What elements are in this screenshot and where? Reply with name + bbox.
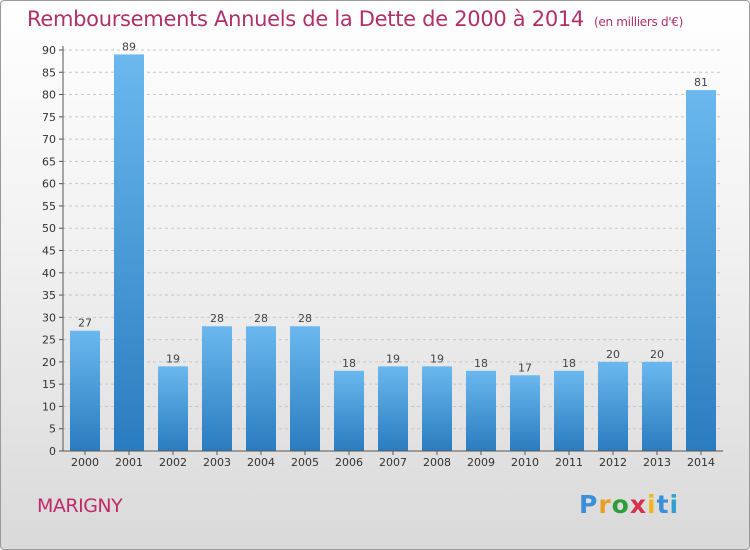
bar-2011 <box>554 370 584 451</box>
bar-2002 <box>158 366 188 451</box>
x-tick-label: 2012 <box>599 456 627 469</box>
y-tick-label: 90 <box>42 44 56 57</box>
bar-2000 <box>70 330 100 451</box>
x-tick-label: 2006 <box>335 456 363 469</box>
bars <box>70 54 716 451</box>
value-label: 19 <box>430 352 444 365</box>
town-name: MARIGNY <box>37 495 123 517</box>
x-tick-label: 2011 <box>555 456 583 469</box>
y-tick-label: 60 <box>42 178 56 191</box>
y-tick-label: 85 <box>42 66 56 79</box>
x-tick-label: 2010 <box>511 456 539 469</box>
title-text: Remboursements Annuels de la Dette de 20… <box>27 7 584 31</box>
value-label: 18 <box>474 357 488 370</box>
unit-label: (en milliers d'€) <box>594 15 684 29</box>
y-tick-label: 55 <box>42 200 56 213</box>
bar-2012 <box>598 361 628 451</box>
axes <box>59 46 723 455</box>
value-label: 89 <box>122 40 136 53</box>
logo-letter: r <box>598 490 612 519</box>
logo-letter: o <box>611 490 630 519</box>
bar-2010 <box>510 375 540 451</box>
bar-2003 <box>202 326 232 451</box>
y-tick-label: 40 <box>42 267 56 280</box>
logo-letter: i <box>669 490 680 519</box>
y-tick-label: 25 <box>42 334 56 347</box>
chart-title: Remboursements Annuels de la Dette de 20… <box>27 7 683 31</box>
value-label: 18 <box>342 357 356 370</box>
x-tick-label: 2008 <box>423 456 451 469</box>
bar-2008 <box>422 366 452 451</box>
value-label: 19 <box>386 352 400 365</box>
x-tick-label: 2014 <box>687 456 715 469</box>
y-tick-label: 50 <box>42 222 56 235</box>
y-tick-label: 5 <box>49 423 56 436</box>
value-label: 18 <box>562 357 576 370</box>
x-tick-label: 2013 <box>643 456 671 469</box>
value-label: 19 <box>166 352 180 365</box>
bar-2004 <box>246 326 276 451</box>
bar-2001 <box>114 54 144 451</box>
value-label: 20 <box>606 348 620 361</box>
y-tick-label: 45 <box>42 245 56 258</box>
y-tick-label: 30 <box>42 311 56 324</box>
y-tick-label: 70 <box>42 133 56 146</box>
value-label: 28 <box>298 312 312 325</box>
y-tick-label: 20 <box>42 356 56 369</box>
x-tick-label: 2002 <box>159 456 187 469</box>
bar-2014 <box>686 90 716 451</box>
y-tick-label: 0 <box>49 445 56 458</box>
y-tick-label: 80 <box>42 89 56 102</box>
x-tick-label: 2003 <box>203 456 231 469</box>
value-label: 27 <box>78 317 92 330</box>
y-tick-label: 75 <box>42 111 56 124</box>
y-tick-label: 35 <box>42 289 56 302</box>
bar-2009 <box>466 370 496 451</box>
bar-2006 <box>334 370 364 451</box>
value-label: 81 <box>694 76 708 89</box>
logo-letter: P <box>579 490 599 519</box>
x-tick-label: 2000 <box>71 456 99 469</box>
value-label: 17 <box>518 361 532 374</box>
value-label: 28 <box>210 312 224 325</box>
x-tick-label: 2001 <box>115 456 143 469</box>
bar-2005 <box>290 326 320 451</box>
x-tick-label: 2009 <box>467 456 495 469</box>
y-tick-label: 10 <box>42 400 56 413</box>
x-tick-label: 2007 <box>379 456 407 469</box>
logo-letter: i <box>647 490 657 519</box>
labels: 0 5 10 15 20 25 30 35 40 45 50 55 60 65 70 75 80 85 90 2000… <box>42 40 715 469</box>
x-tick-label: 2005 <box>291 456 319 469</box>
bar-2013 <box>642 361 672 451</box>
x-tick-label: 2004 <box>247 456 275 469</box>
bar-2007 <box>378 366 408 451</box>
value-label: 28 <box>254 312 268 325</box>
logo-letter: x <box>629 490 647 519</box>
proxiti-logo: Proxiti <box>579 490 679 519</box>
y-tick-label: 65 <box>42 155 56 168</box>
logo-letter: t <box>656 490 670 519</box>
y-tick-label: 15 <box>42 378 56 391</box>
value-label: 20 <box>650 348 664 361</box>
